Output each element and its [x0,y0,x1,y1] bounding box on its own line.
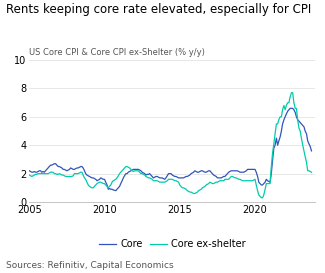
Core [114,189,118,192]
Core [306,139,310,143]
Core [288,107,292,110]
Core ex-shelter [204,183,208,187]
Core ex-shelter [234,176,238,180]
Core [184,175,188,178]
Core ex-shelter [259,196,263,199]
Text: Sources: Refinitiv, Capital Economics: Sources: Refinitiv, Capital Economics [6,261,174,270]
Core ex-shelter [306,169,310,173]
Core ex-shelter [217,180,221,183]
Core [205,170,209,173]
Line: Core ex-shelter: Core ex-shelter [29,93,311,198]
Line: Core: Core [29,108,311,191]
Core ex-shelter [309,171,313,174]
Core ex-shelter [39,172,43,175]
Text: Rents keeping core rate elevated, especially for CPI: Rents keeping core rate elevated, especi… [6,3,312,16]
Core [27,169,31,173]
Core ex-shelter [27,173,31,177]
Core ex-shelter [183,187,187,190]
Core ex-shelter [290,91,293,94]
Legend: Core, Core ex-shelter: Core, Core ex-shelter [95,235,249,253]
Core [218,176,222,180]
Core [39,169,43,173]
Core [236,169,240,173]
Text: US Core CPI & Core CPI ex-Shelter (% y/y): US Core CPI & Core CPI ex-Shelter (% y/y… [29,48,205,57]
Core [309,149,313,153]
